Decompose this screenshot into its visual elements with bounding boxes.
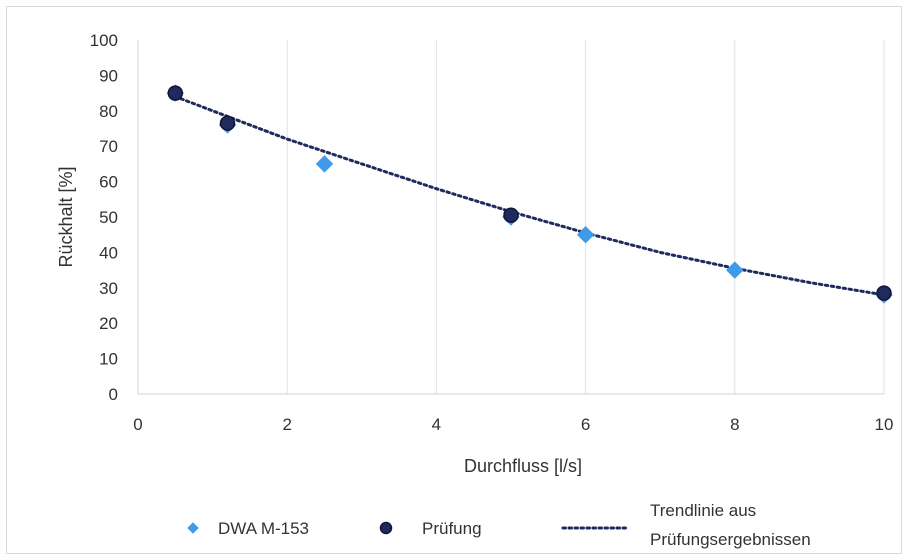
y-tick-60: 60 (99, 173, 118, 192)
y-tick-50: 50 (99, 208, 118, 227)
point-pruefung-3 (876, 285, 892, 301)
point-pruefung-2 (503, 207, 519, 223)
y-tick-30: 30 (99, 279, 118, 298)
trendline-group (173, 95, 886, 297)
legend-label-trend: Trendlinie aus Prüfungsergebnissen (650, 501, 811, 549)
data-points (166, 84, 893, 304)
y-axis-label: Rückhalt [%] (56, 166, 76, 267)
x-tick-2: 2 (282, 415, 291, 434)
y-tick-90: 90 (99, 66, 118, 85)
legend-marker-dwa (187, 522, 199, 534)
legend-label-dwa: DWA M-153 (218, 519, 309, 538)
point-dwa-2 (315, 155, 334, 173)
legend: DWA M-153 Prüfung Trendlinie aus Prüfungser… (187, 501, 811, 549)
legend-marker-pruefung (379, 521, 393, 535)
y-tick-80: 80 (99, 102, 118, 121)
chart-frame (6, 6, 902, 554)
point-pruefung-0 (167, 85, 184, 101)
legend-label-pruefung: Prüfung (422, 519, 482, 538)
legend-label-trend-line-2: Prüfungsergebnissen (650, 530, 811, 549)
point-pruefung-1 (219, 115, 236, 131)
axes (137, 40, 884, 395)
y-tick-100: 100 (90, 31, 118, 50)
point-dwa-4 (576, 225, 595, 244)
x-axis-label: Durchfluss [l/s] (464, 456, 582, 476)
y-tick-70: 70 (99, 137, 118, 156)
x-tick-0: 0 (133, 415, 142, 434)
x-tick-10: 10 (875, 415, 894, 434)
y-tick-10: 10 (99, 350, 118, 369)
legend-label-trend-line-1: Trendlinie aus (650, 501, 756, 520)
x-tick-6: 6 (581, 415, 590, 434)
y-tick-40: 40 (99, 243, 118, 262)
point-dwa-5 (726, 261, 744, 279)
y-tick-20: 20 (99, 314, 118, 333)
x-tick-8: 8 (730, 415, 739, 434)
y-tick-0: 0 (109, 385, 118, 404)
trendline (173, 95, 886, 297)
x-tick-4: 4 (432, 415, 441, 434)
